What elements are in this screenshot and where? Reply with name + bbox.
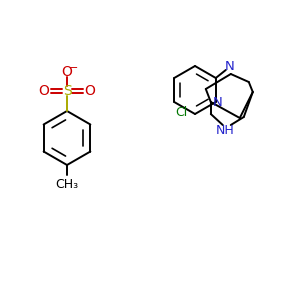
Text: O: O	[61, 65, 72, 79]
Text: N: N	[213, 97, 223, 110]
Text: NH: NH	[215, 124, 234, 136]
Text: O: O	[39, 84, 50, 98]
Text: S: S	[63, 84, 71, 98]
Text: N: N	[225, 59, 235, 73]
Text: CH₃: CH₃	[56, 178, 79, 190]
Text: O: O	[85, 84, 95, 98]
Text: −: −	[69, 63, 79, 73]
Text: Cl: Cl	[175, 106, 187, 118]
